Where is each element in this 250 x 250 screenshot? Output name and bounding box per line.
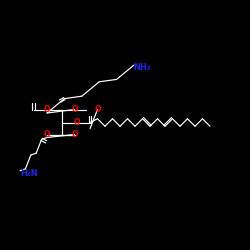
- Text: O: O: [74, 118, 80, 127]
- Text: O: O: [44, 105, 50, 114]
- Text: O: O: [71, 130, 78, 139]
- Text: NH₂: NH₂: [134, 63, 152, 72]
- Text: O: O: [44, 130, 50, 139]
- Text: O: O: [71, 105, 78, 114]
- Text: O: O: [94, 105, 101, 114]
- Text: H₂N: H₂N: [20, 169, 38, 178]
